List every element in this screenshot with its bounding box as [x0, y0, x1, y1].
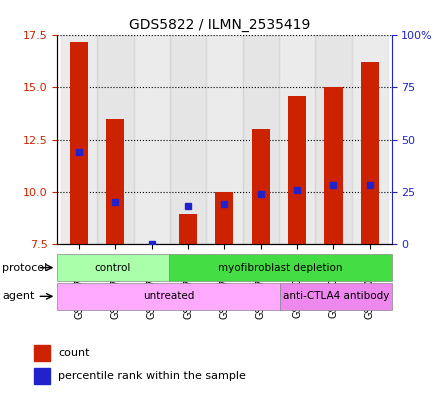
Bar	[324, 87, 342, 244]
Text: count: count	[59, 348, 90, 358]
Bar	[279, 35, 315, 244]
Bar	[215, 191, 234, 244]
Text: percentile rank within the sample: percentile rank within the sample	[59, 371, 246, 381]
Bar	[288, 96, 306, 244]
Text: myofibroblast depletion: myofibroblast depletion	[218, 263, 342, 273]
Bar	[280, 283, 392, 310]
Text: control: control	[95, 263, 131, 273]
Bar	[206, 35, 242, 244]
Bar	[97, 35, 133, 244]
Bar	[252, 129, 270, 244]
Bar	[179, 215, 197, 244]
Bar	[106, 119, 125, 244]
Bar	[34, 367, 50, 384]
Bar	[70, 42, 88, 244]
Bar	[352, 35, 388, 244]
Bar	[242, 35, 279, 244]
Bar	[361, 62, 379, 244]
Text: protocol: protocol	[2, 263, 48, 273]
Text: GDS5822 / ILMN_2535419: GDS5822 / ILMN_2535419	[129, 18, 311, 32]
Text: untreated: untreated	[143, 291, 194, 301]
Bar	[170, 35, 206, 244]
Bar	[133, 35, 170, 244]
Text: agent: agent	[2, 291, 35, 301]
Bar	[57, 254, 169, 281]
Bar	[34, 345, 50, 361]
Bar	[315, 35, 352, 244]
Bar	[169, 254, 392, 281]
Bar	[57, 283, 280, 310]
Text: anti-CTLA4 antibody: anti-CTLA4 antibody	[282, 291, 389, 301]
Bar	[61, 35, 97, 244]
